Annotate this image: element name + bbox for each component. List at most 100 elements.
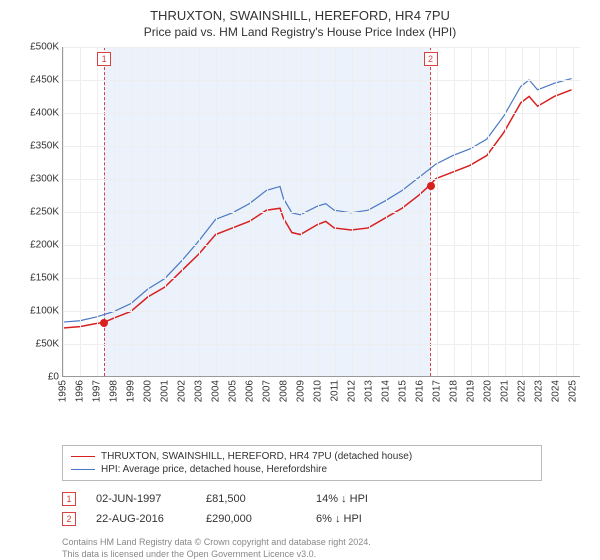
gridline-v <box>284 47 285 376</box>
chart-title: THRUXTON, SWAINSHILL, HEREFORD, HR4 7PU <box>10 8 590 23</box>
gridline-v <box>182 47 183 376</box>
sale-row: 1 02-JUN-1997 £81,500 14% ↓ HPI <box>62 489 590 509</box>
gridline-v <box>386 47 387 376</box>
gridline-v <box>148 47 149 376</box>
legend-label: HPI: Average price, detached house, Here… <box>101 464 327 475</box>
sale-marker-box: 2 <box>62 512 76 526</box>
gridline-v <box>505 47 506 376</box>
sale-date: 22-AUG-2016 <box>96 513 186 525</box>
y-axis-label: £350K <box>30 141 59 152</box>
x-axis-label: 1999 <box>125 380 136 402</box>
gridline-v <box>233 47 234 376</box>
x-axis-label: 2003 <box>193 380 204 402</box>
x-axis-label: 2009 <box>295 380 306 402</box>
x-axis-label: 2013 <box>363 380 374 402</box>
x-axis-label: 2021 <box>499 380 510 402</box>
gridline-h <box>63 311 580 312</box>
x-axis-label: 2004 <box>210 380 221 402</box>
x-axis-label: 1997 <box>91 380 102 402</box>
x-axis-label: 2014 <box>380 380 391 402</box>
x-axis-label: 2025 <box>567 380 578 402</box>
legend: THRUXTON, SWAINSHILL, HEREFORD, HR4 7PU … <box>62 445 542 481</box>
gridline-v <box>165 47 166 376</box>
sale-marker-box: 1 <box>62 492 76 506</box>
gridline-v <box>420 47 421 376</box>
y-axis-label: £300K <box>30 174 59 185</box>
x-axis-label: 2019 <box>465 380 476 402</box>
x-axis-label: 2010 <box>312 380 323 402</box>
gridline-v <box>369 47 370 376</box>
legend-row: HPI: Average price, detached house, Here… <box>71 463 533 476</box>
y-axis-label: £150K <box>30 273 59 284</box>
legend-row: THRUXTON, SWAINSHILL, HEREFORD, HR4 7PU … <box>71 450 533 463</box>
gridline-h <box>63 113 580 114</box>
gridline-v <box>216 47 217 376</box>
gridline-v <box>267 47 268 376</box>
sale-pct: 6% ↓ HPI <box>316 513 406 525</box>
y-axis-label: £50K <box>36 339 59 350</box>
y-axis-label: £100K <box>30 306 59 317</box>
gridline-h <box>63 278 580 279</box>
x-axis-label: 2016 <box>414 380 425 402</box>
gridline-h <box>63 47 580 48</box>
plot-region: £0£50K£100K£150K£200K£250K£300K£350K£400… <box>62 47 580 377</box>
legend-swatch <box>71 469 95 470</box>
gridline-v <box>318 47 319 376</box>
gridline-v <box>539 47 540 376</box>
sale-pct: 14% ↓ HPI <box>316 493 406 505</box>
y-axis-label: £200K <box>30 240 59 251</box>
gridline-h <box>63 179 580 180</box>
gridline-v <box>437 47 438 376</box>
gridline-h <box>63 146 580 147</box>
gridline-h <box>63 245 580 246</box>
sale-price: £81,500 <box>206 493 296 505</box>
x-axis-label: 2015 <box>397 380 408 402</box>
x-axis-label: 1998 <box>108 380 119 402</box>
x-axis-label: 2002 <box>176 380 187 402</box>
x-axis-label: 2022 <box>516 380 527 402</box>
y-axis-label: £500K <box>30 42 59 53</box>
y-axis-label: £250K <box>30 207 59 218</box>
sale-row: 222-AUG-2016£290,0006% ↓ HPI <box>62 509 590 529</box>
gridline-v <box>471 47 472 376</box>
sale-rows: 1 02-JUN-1997 £81,500 14% ↓ HPI 2 22-AUG-2016… <box>62 489 590 529</box>
gridline-h <box>63 212 580 213</box>
gridline-v <box>97 47 98 376</box>
x-axis-label: 2023 <box>533 380 544 402</box>
footer-line-2: This data is licensed under the Open Gov… <box>62 549 590 560</box>
gridline-v <box>556 47 557 376</box>
marker-box: 2 <box>424 52 438 66</box>
gridline-v <box>80 47 81 376</box>
chart-area: £0£50K£100K£150K£200K£250K£300K£350K£400… <box>20 47 580 407</box>
gridline-v <box>352 47 353 376</box>
gridline-v <box>250 47 251 376</box>
gridline-v <box>488 47 489 376</box>
gridline-h <box>63 344 580 345</box>
gridline-v <box>403 47 404 376</box>
gridline-v <box>199 47 200 376</box>
y-axis-label: £400K <box>30 108 59 119</box>
x-axis-label: 2005 <box>227 380 238 402</box>
x-axis-label: 2011 <box>329 380 340 402</box>
x-axis-label: 2020 <box>482 380 493 402</box>
marker-point <box>100 319 108 327</box>
gridline-v <box>335 47 336 376</box>
x-axis-label: 2024 <box>550 380 561 402</box>
x-axis-label: 2007 <box>261 380 272 402</box>
x-axis-label: 2000 <box>142 380 153 402</box>
sale-date: 02-JUN-1997 <box>96 493 186 505</box>
footer-line-1: Contains HM Land Registry data © Crown c… <box>62 537 590 549</box>
x-axis-label: 2001 <box>159 380 170 402</box>
footer-attribution: Contains HM Land Registry data © Crown c… <box>62 537 590 560</box>
gridline-v <box>114 47 115 376</box>
marker-box: 1 <box>97 52 111 66</box>
gridline-v <box>454 47 455 376</box>
x-axis-label: 2012 <box>346 380 357 402</box>
chart-container: THRUXTON, SWAINSHILL, HEREFORD, HR4 7PU … <box>0 0 600 560</box>
marker-point <box>427 182 435 190</box>
gridline-h <box>63 80 580 81</box>
gridline-v <box>131 47 132 376</box>
legend-label: THRUXTON, SWAINSHILL, HEREFORD, HR4 7PU … <box>101 451 412 462</box>
x-axis-label: 2008 <box>278 380 289 402</box>
chart-subtitle: Price paid vs. HM Land Registry's House … <box>10 25 590 39</box>
